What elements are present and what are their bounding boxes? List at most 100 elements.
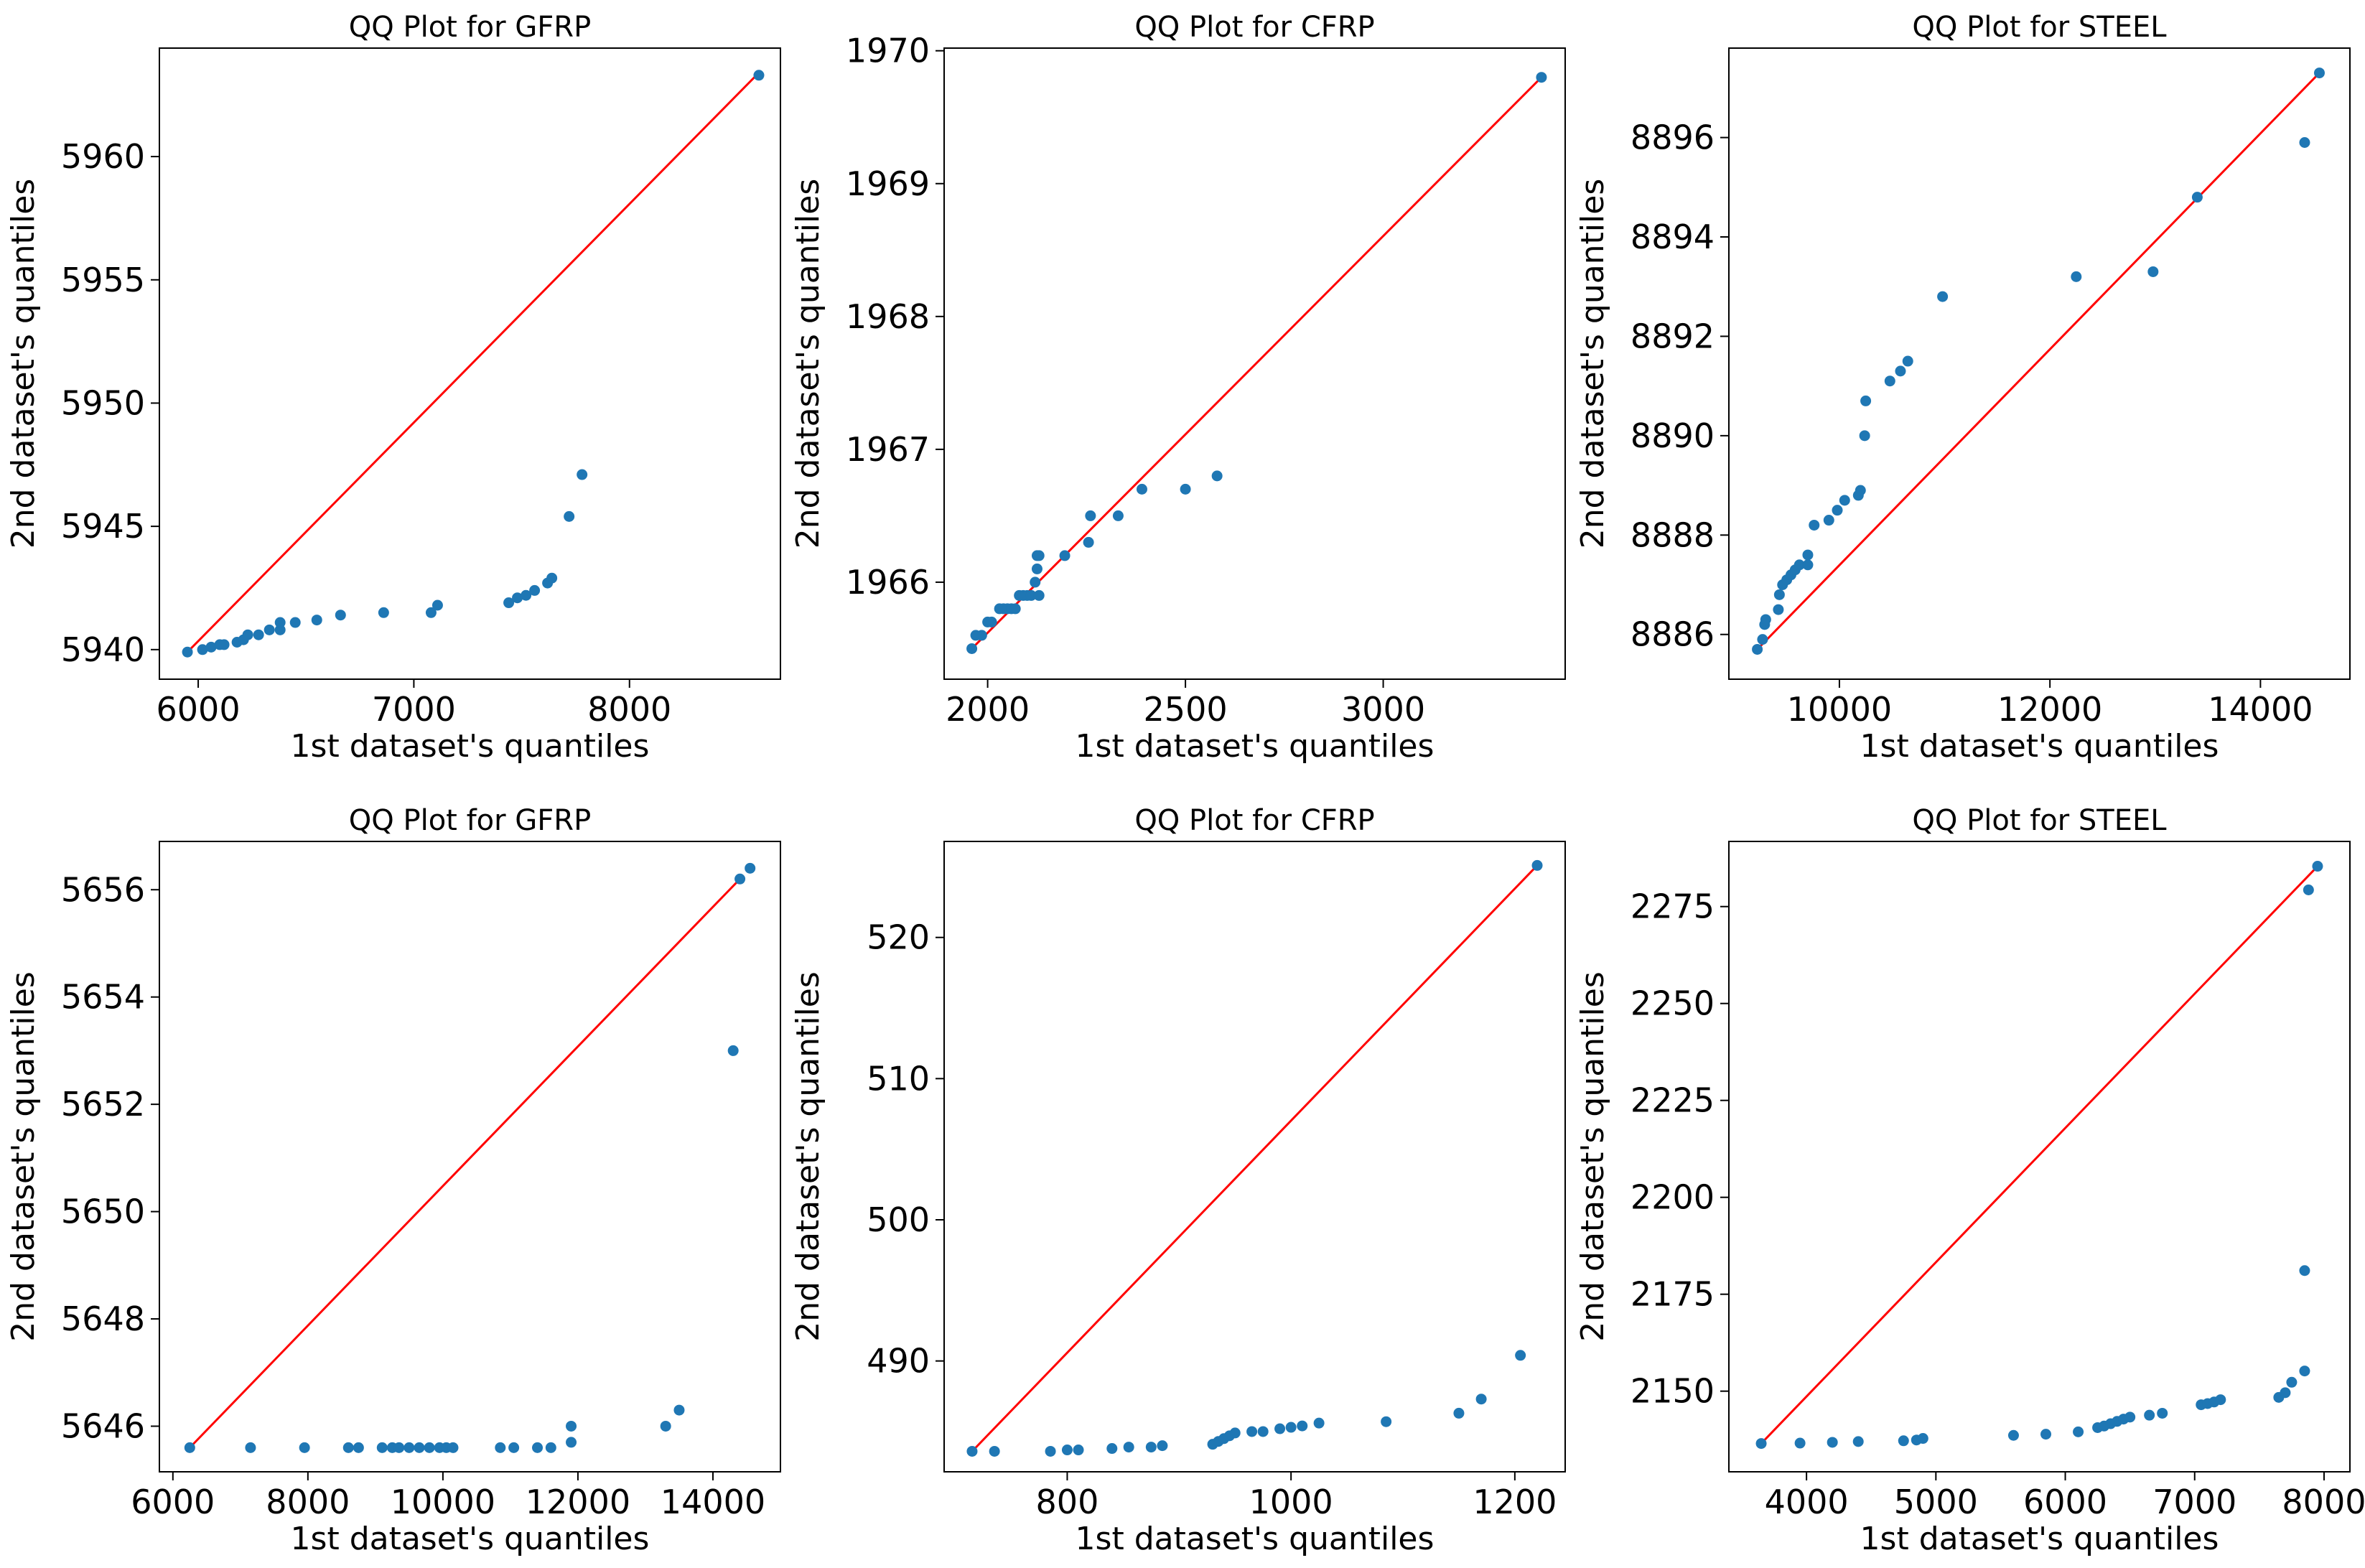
plot-area bbox=[184, 862, 756, 1453]
data-point bbox=[2040, 1429, 2052, 1440]
y-tick-label: 2225 bbox=[1631, 1081, 1715, 1120]
data-point bbox=[966, 643, 978, 654]
data-point bbox=[1475, 1394, 1487, 1405]
data-point bbox=[414, 1442, 425, 1453]
data-point bbox=[577, 469, 588, 480]
data-point bbox=[1802, 559, 1814, 571]
data-point bbox=[545, 1442, 556, 1453]
data-point bbox=[2147, 266, 2159, 277]
data-point bbox=[335, 610, 346, 621]
y-axis-label: 2nd dataset's quantiles bbox=[790, 179, 826, 549]
x-tick-label: 7000 bbox=[2152, 1483, 2236, 1521]
y-tick-label: 5646 bbox=[61, 1406, 145, 1445]
y-axis-label: 2nd dataset's quantiles bbox=[5, 971, 42, 1342]
data-point bbox=[1229, 1427, 1241, 1439]
y-tick-label: 2150 bbox=[1631, 1372, 1715, 1411]
y-tick-label: 510 bbox=[867, 1059, 930, 1098]
qq-panel-5: QQ Plot for CFRP 800 1000 1200 490 500 510 520 1… bbox=[790, 804, 1566, 1557]
data-point bbox=[1902, 355, 1913, 367]
data-point bbox=[1773, 589, 1785, 600]
y-tick-label: 1969 bbox=[846, 164, 930, 203]
plot-area bbox=[1755, 861, 2323, 1450]
data-point bbox=[1809, 519, 1820, 531]
y-tick-label: 1966 bbox=[846, 563, 930, 602]
data-point bbox=[1794, 1437, 1806, 1449]
qq-panel-1: QQ Plot for GFRP 6000 7000 8000 5940 5945 5950… bbox=[5, 11, 781, 765]
data-point bbox=[1257, 1426, 1269, 1437]
data-point bbox=[1793, 559, 1805, 571]
data-point bbox=[2313, 67, 2325, 79]
y-tick-label: 500 bbox=[867, 1200, 930, 1239]
data-point bbox=[2191, 192, 2203, 203]
y-axis-label: 2nd dataset's quantiles bbox=[1575, 971, 1611, 1342]
data-point bbox=[1832, 505, 1843, 516]
x-tick-label: 4000 bbox=[1765, 1483, 1849, 1521]
data-point bbox=[966, 1445, 978, 1457]
data-point bbox=[521, 589, 532, 601]
y-tick-label: 2200 bbox=[1631, 1178, 1715, 1217]
data-point bbox=[2299, 137, 2310, 149]
x-tick-label: 3000 bbox=[1341, 690, 1425, 729]
data-point bbox=[1112, 510, 1124, 521]
qq-panel-4: QQ Plot for GFRP 6000 8000 10000 12000 14000 5… bbox=[5, 804, 781, 1557]
y-tick-label: 5945 bbox=[61, 507, 145, 546]
y-tick-label: 8892 bbox=[1631, 317, 1715, 355]
reference-line bbox=[1756, 72, 2320, 650]
data-point bbox=[1297, 1420, 1308, 1432]
data-point bbox=[753, 70, 765, 81]
data-point bbox=[660, 1420, 671, 1432]
data-point bbox=[184, 1442, 195, 1453]
x-tick-label: 6000 bbox=[131, 1483, 215, 1521]
data-point bbox=[311, 615, 322, 626]
data-point bbox=[727, 1045, 739, 1056]
data-point bbox=[263, 624, 275, 635]
panel-title: QQ Plot for CFRP bbox=[1134, 804, 1374, 837]
axes-frame bbox=[943, 47, 1566, 680]
axes-frame bbox=[1728, 47, 2351, 680]
data-point bbox=[566, 1437, 577, 1448]
data-point bbox=[503, 597, 515, 609]
data-point bbox=[1752, 643, 1763, 655]
data-point bbox=[1855, 485, 1866, 496]
reference-line bbox=[189, 878, 741, 1449]
y-tick-label: 1968 bbox=[846, 297, 930, 336]
x-tick-label: 12000 bbox=[1997, 690, 2102, 729]
data-point bbox=[566, 1420, 577, 1432]
data-point bbox=[1083, 536, 1094, 548]
data-point bbox=[274, 624, 286, 635]
data-point bbox=[1246, 1426, 1258, 1437]
y-tick-label: 8890 bbox=[1631, 416, 1715, 455]
data-point bbox=[353, 1442, 364, 1453]
qq-panel-3: QQ Plot for STEEL 10000 12000 14000 8886 8888… bbox=[1575, 11, 2351, 765]
data-point bbox=[1757, 634, 1768, 645]
axes-frame bbox=[159, 841, 781, 1473]
x-tick-label: 6000 bbox=[157, 690, 241, 729]
data-point bbox=[745, 862, 756, 874]
y-tick-label: 2175 bbox=[1631, 1275, 1715, 1314]
data-point bbox=[342, 1442, 354, 1453]
data-point bbox=[1033, 589, 1045, 601]
x-tick-label: 8000 bbox=[2282, 1483, 2365, 1521]
data-point bbox=[2124, 1411, 2136, 1423]
y-tick-label: 2275 bbox=[1631, 887, 1715, 926]
data-point bbox=[1180, 483, 1191, 495]
x-tick-label: 5000 bbox=[1894, 1483, 1978, 1521]
data-point bbox=[532, 1442, 544, 1453]
data-point bbox=[976, 630, 987, 641]
y-tick-label: 5940 bbox=[61, 630, 145, 669]
data-point bbox=[2007, 1429, 2019, 1441]
data-point bbox=[1917, 1433, 1928, 1445]
data-point bbox=[1860, 395, 1872, 406]
qq-panel-2: QQ Plot for CFRP 2000 2500 3000 1966 1967 1968… bbox=[790, 11, 1566, 765]
y-tick-label: 8896 bbox=[1631, 118, 1715, 157]
data-point bbox=[1802, 549, 1814, 561]
data-point bbox=[274, 617, 286, 628]
data-point bbox=[564, 510, 575, 522]
data-point bbox=[508, 1442, 520, 1453]
data-point bbox=[2299, 1265, 2310, 1277]
data-point bbox=[1285, 1422, 1297, 1433]
x-axis-label: 1st dataset's quantiles bbox=[1076, 728, 1435, 765]
data-point bbox=[424, 1442, 435, 1453]
x-tick-label: 8000 bbox=[266, 1483, 350, 1521]
